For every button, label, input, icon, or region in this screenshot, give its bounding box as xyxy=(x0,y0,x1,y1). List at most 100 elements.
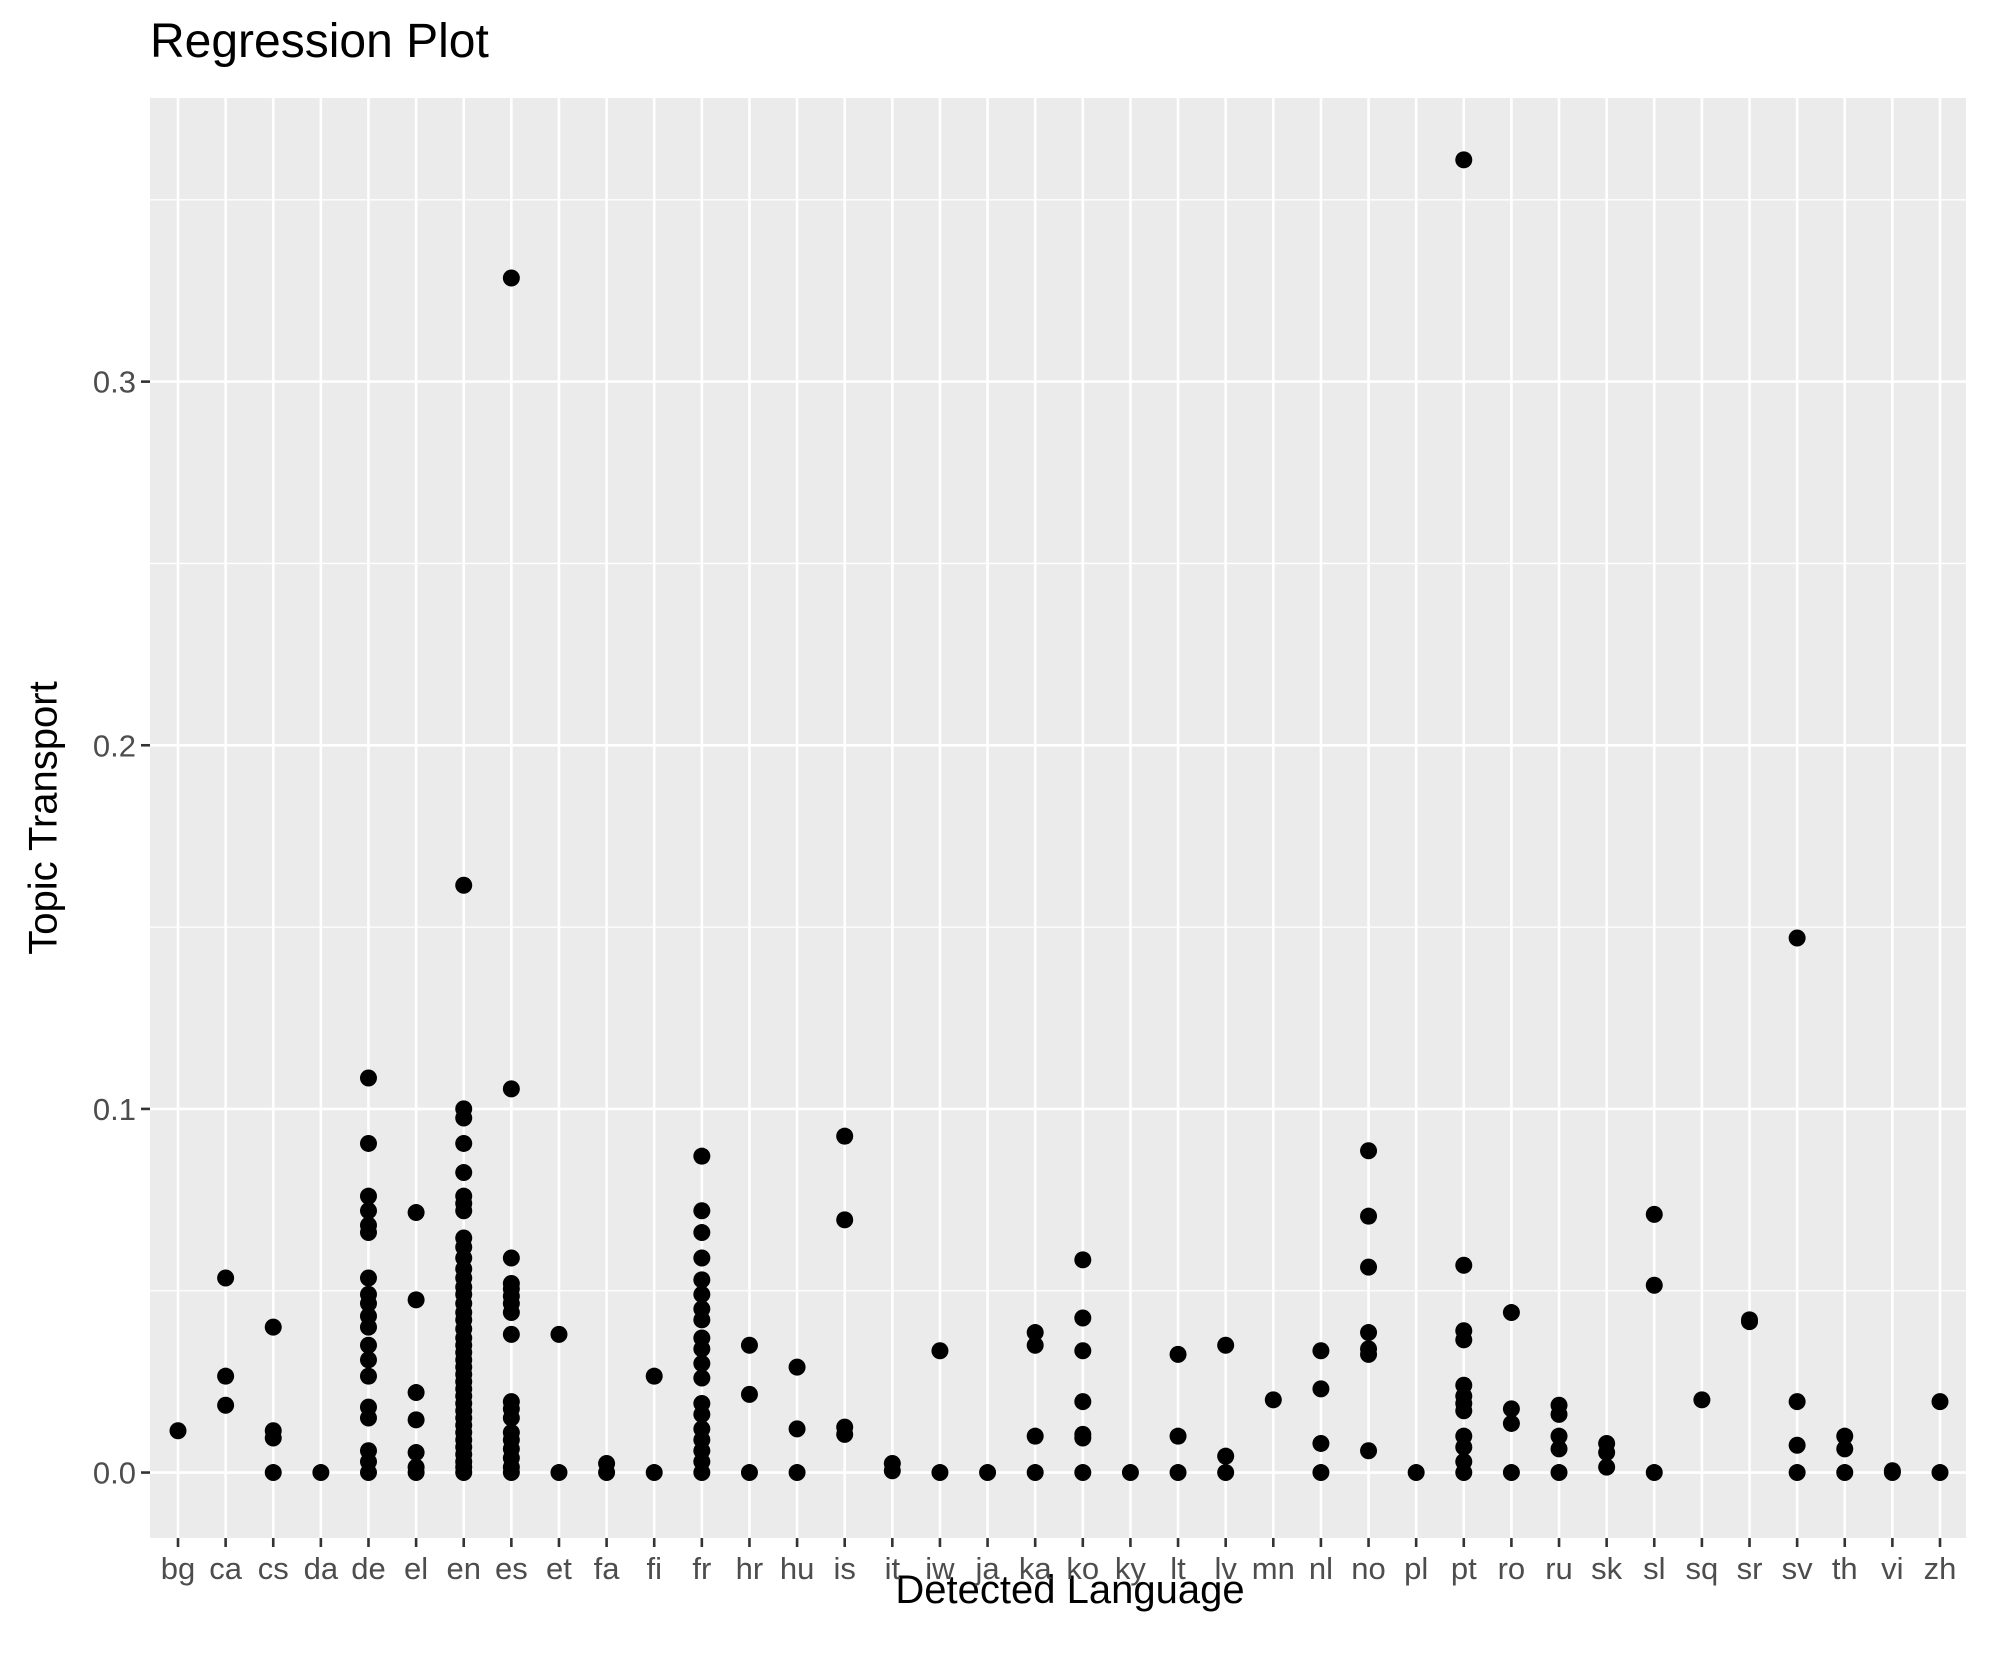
data-point xyxy=(1217,1464,1235,1482)
x-tick-label: is xyxy=(834,1551,856,1586)
data-point xyxy=(740,1336,758,1354)
data-point xyxy=(1312,1342,1330,1360)
x-tick-label: sk xyxy=(1591,1551,1623,1586)
data-point xyxy=(1836,1464,1854,1482)
data-point xyxy=(1217,1447,1235,1465)
data-point xyxy=(740,1385,758,1403)
data-point xyxy=(1502,1414,1520,1432)
data-point xyxy=(1074,1429,1092,1447)
data-point xyxy=(1455,1438,1473,1456)
data-point xyxy=(455,876,473,894)
x-tick-label: cs xyxy=(258,1551,289,1586)
x-tick-label: da xyxy=(304,1551,339,1586)
data-point xyxy=(1455,1402,1473,1420)
y-tick-label: 0.1 xyxy=(93,1092,136,1127)
data-point xyxy=(693,1285,711,1303)
plot-panel xyxy=(150,98,1966,1538)
data-point xyxy=(1074,1309,1092,1327)
data-point xyxy=(407,1464,425,1482)
data-point xyxy=(1026,1336,1044,1354)
x-tick-label: iw xyxy=(925,1551,955,1586)
data-point xyxy=(1455,1464,1473,1482)
y-tick-label: 0.2 xyxy=(93,728,136,763)
x-tick-label: ca xyxy=(209,1551,243,1586)
x-tick-label: bg xyxy=(161,1551,195,1586)
x-tick-label: sr xyxy=(1737,1551,1763,1586)
data-point xyxy=(264,1429,282,1447)
data-point xyxy=(1312,1464,1330,1482)
data-point xyxy=(1455,1256,1473,1274)
x-tick-label: pt xyxy=(1451,1551,1477,1586)
data-point xyxy=(1788,929,1806,947)
data-point xyxy=(1645,1276,1663,1294)
data-point xyxy=(1598,1444,1616,1462)
data-point xyxy=(502,1304,520,1322)
data-point xyxy=(1217,1336,1235,1354)
data-point xyxy=(359,1069,377,1087)
data-point xyxy=(550,1325,568,1343)
data-point xyxy=(1074,1342,1092,1360)
data-point xyxy=(407,1204,425,1222)
data-point xyxy=(740,1464,758,1482)
data-point xyxy=(1169,1427,1187,1445)
data-point xyxy=(979,1464,997,1482)
data-point xyxy=(359,1187,377,1205)
data-point xyxy=(455,1202,473,1220)
data-point xyxy=(1741,1313,1759,1331)
data-point xyxy=(455,1464,473,1482)
x-tick-label: vi xyxy=(1881,1551,1903,1586)
data-point xyxy=(407,1411,425,1429)
data-point xyxy=(455,1134,473,1152)
data-point xyxy=(693,1354,711,1372)
data-point xyxy=(359,1134,377,1152)
x-tick-label: ro xyxy=(1498,1551,1526,1586)
data-point xyxy=(1788,1393,1806,1411)
data-point xyxy=(1550,1440,1568,1458)
x-tick-label: nl xyxy=(1309,1551,1333,1586)
x-tick-label: et xyxy=(546,1551,572,1586)
data-point xyxy=(1836,1427,1854,1445)
x-tick-label: zh xyxy=(1924,1551,1957,1586)
data-point xyxy=(1360,1258,1378,1276)
data-point xyxy=(1407,1464,1425,1482)
data-point xyxy=(1074,1393,1092,1411)
data-point xyxy=(1645,1205,1663,1223)
x-tick-label: hr xyxy=(736,1551,764,1586)
x-tick-label: de xyxy=(351,1551,385,1586)
data-point xyxy=(645,1367,663,1385)
data-point xyxy=(788,1420,806,1438)
x-tick-label: mn xyxy=(1252,1551,1295,1586)
data-point xyxy=(1360,1324,1378,1342)
x-tick-label: lt xyxy=(1170,1551,1186,1586)
x-axis-title: Detected Language xyxy=(895,1568,1245,1612)
x-tick-label: lv xyxy=(1214,1551,1237,1586)
data-point xyxy=(693,1224,711,1242)
data-point xyxy=(693,1311,711,1329)
data-point xyxy=(1883,1464,1901,1482)
data-point xyxy=(407,1291,425,1309)
data-point xyxy=(502,269,520,287)
data-point xyxy=(217,1396,235,1414)
data-point xyxy=(359,1202,377,1220)
data-point xyxy=(359,1367,377,1385)
data-point xyxy=(502,1409,520,1427)
data-point xyxy=(359,1294,377,1312)
data-point xyxy=(169,1422,187,1440)
data-point xyxy=(359,1464,377,1482)
data-point xyxy=(1169,1464,1187,1482)
data-point xyxy=(1360,1442,1378,1460)
data-point xyxy=(1360,1142,1378,1160)
data-point xyxy=(1598,1458,1616,1476)
data-point xyxy=(693,1271,711,1289)
data-point xyxy=(693,1464,711,1482)
data-point xyxy=(1550,1464,1568,1482)
data-point xyxy=(693,1249,711,1267)
data-point xyxy=(217,1269,235,1287)
data-point xyxy=(264,1464,282,1482)
data-point xyxy=(693,1147,711,1165)
data-point xyxy=(312,1464,330,1482)
data-point xyxy=(1264,1391,1282,1409)
data-point xyxy=(1455,1331,1473,1349)
data-point xyxy=(645,1464,663,1482)
data-point xyxy=(836,1211,854,1229)
